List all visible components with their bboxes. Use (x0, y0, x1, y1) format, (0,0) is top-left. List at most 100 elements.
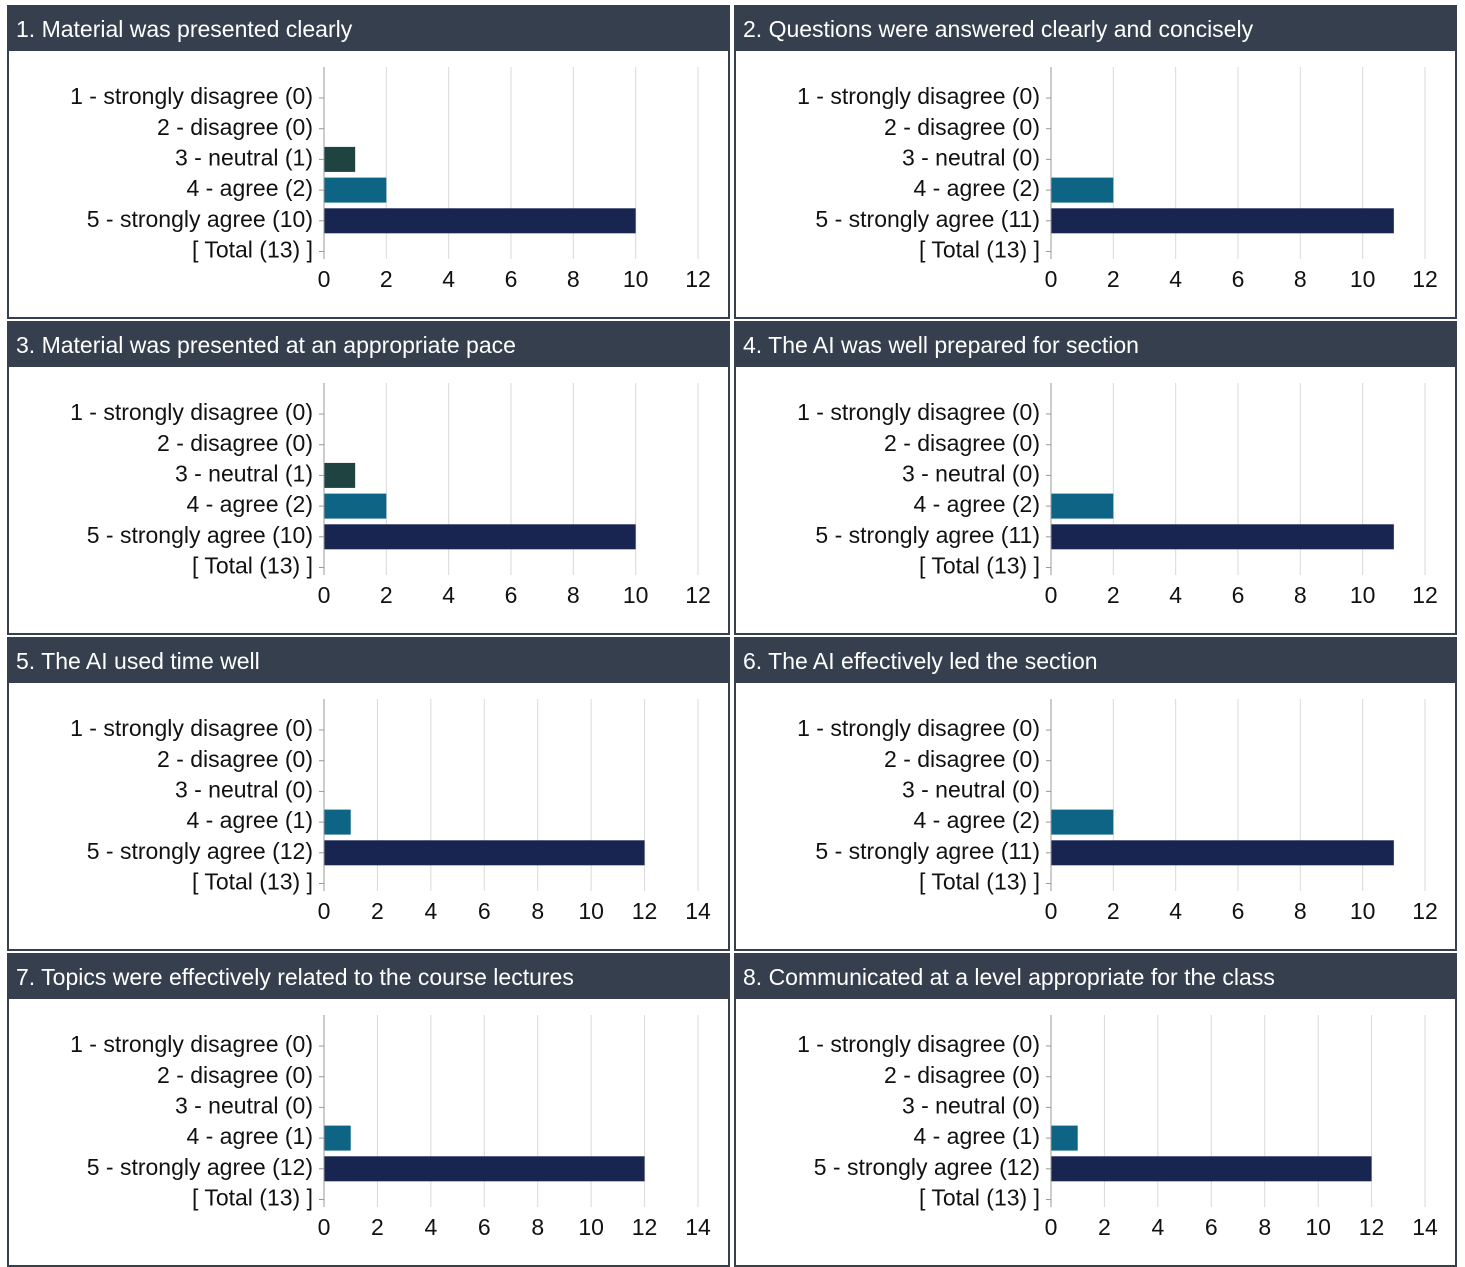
category-label: 3 - neutral (0) (902, 1092, 1040, 1118)
x-tick-label: 6 (1232, 266, 1245, 292)
x-tick-label: 8 (1294, 582, 1307, 608)
category-label: 1 - strongly disagree (0) (797, 83, 1040, 109)
category-label: 5 - strongly agree (11) (815, 522, 1040, 548)
chart-title: 4. The AI was well prepared for section (736, 323, 1455, 367)
x-tick-label: 4 (442, 266, 455, 292)
category-label: 3 - neutral (0) (175, 776, 313, 802)
category-label: 1 - strongly disagree (0) (797, 399, 1040, 425)
x-tick-label: 0 (1045, 266, 1058, 292)
x-tick-label: 12 (685, 266, 711, 292)
x-tick-label: 12 (1412, 266, 1438, 292)
x-tick-label: 8 (567, 266, 580, 292)
bar (324, 177, 387, 203)
category-label: 1 - strongly disagree (0) (70, 399, 313, 425)
bar-chart: 0 2 4 6 8 10 12 1 - strongly disagree (0) 2 - di… (797, 383, 1438, 608)
bar (1051, 1156, 1372, 1182)
x-tick-label: 4 (442, 582, 455, 608)
x-tick-label: 12 (1412, 582, 1438, 608)
category-label: [ Total (13) ] (919, 553, 1040, 579)
x-tick-label: 2 (371, 898, 384, 924)
bar (324, 493, 387, 519)
chart-title: 1. Material was presented clearly (9, 7, 728, 51)
category-label: [ Total (13) ] (919, 869, 1040, 895)
chart-panel: 2. Questions were answered clearly and c… (734, 5, 1457, 319)
x-tick-label: 8 (1258, 1214, 1271, 1240)
category-label: [ Total (13) ] (919, 237, 1040, 263)
x-tick-label: 0 (1045, 1214, 1058, 1240)
x-tick-label: 2 (371, 1214, 384, 1240)
x-tick-label: 8 (1294, 266, 1307, 292)
chart-panel: 1. Material was presented clearly 0 2 4 6 8 10… (7, 5, 730, 319)
x-tick-label: 4 (1169, 898, 1182, 924)
chart-panel: 4. The AI was well prepared for section 0… (734, 321, 1457, 635)
x-tick-label: 6 (1232, 898, 1245, 924)
x-tick-label: 0 (318, 582, 331, 608)
bar (324, 462, 356, 488)
x-tick-label: 12 (1412, 898, 1438, 924)
x-tick-label: 10 (578, 898, 604, 924)
bar (324, 840, 645, 866)
x-tick-label: 12 (632, 1214, 658, 1240)
category-label: 3 - neutral (1) (175, 460, 313, 486)
category-label: 5 - strongly agree (11) (815, 206, 1040, 232)
x-tick-label: 6 (478, 1214, 491, 1240)
x-tick-label: 6 (505, 582, 518, 608)
chart-panel: 7. Topics were effectively related to th… (7, 953, 730, 1267)
category-label: 2 - disagree (0) (884, 746, 1040, 772)
bar (1051, 524, 1394, 550)
category-label: 5 - strongly agree (11) (815, 838, 1040, 864)
bar (1051, 493, 1114, 519)
x-tick-label: 4 (1169, 582, 1182, 608)
category-label: 4 - agree (1) (186, 807, 313, 833)
chart-title: 2. Questions were answered clearly and c… (736, 7, 1455, 51)
x-tick-label: 6 (478, 898, 491, 924)
x-tick-label: 10 (1350, 898, 1376, 924)
category-label: 2 - disagree (0) (157, 430, 313, 456)
x-tick-label: 2 (1107, 898, 1120, 924)
x-tick-label: 2 (1098, 1214, 1111, 1240)
x-tick-label: 8 (1294, 898, 1307, 924)
category-label: 2 - disagree (0) (157, 114, 313, 140)
x-tick-label: 10 (1350, 582, 1376, 608)
x-tick-label: 10 (623, 266, 649, 292)
x-tick-label: 2 (380, 266, 393, 292)
x-tick-label: 4 (424, 898, 437, 924)
chart-panel: 5. The AI used time well 0 2 4 6 8 10 12 14 1 - s… (7, 637, 730, 951)
x-tick-label: 2 (1107, 266, 1120, 292)
category-label: 1 - strongly disagree (0) (70, 1031, 313, 1057)
category-label: 1 - strongly disagree (0) (70, 715, 313, 741)
category-label: 3 - neutral (0) (175, 1092, 313, 1118)
x-tick-label: 8 (531, 1214, 544, 1240)
bar (324, 1156, 645, 1182)
x-tick-label: 4 (1151, 1214, 1164, 1240)
category-label: 2 - disagree (0) (157, 1062, 313, 1088)
chart-title: 6. The AI effectively led the section (736, 639, 1455, 683)
x-tick-label: 10 (578, 1214, 604, 1240)
bar-chart: 0 2 4 6 8 10 12 1 - strongly disagree (0) 2 - di… (797, 699, 1438, 924)
bar-chart: 0 2 4 6 8 10 12 14 1 - strongly disagree (0) 2 - … (70, 1015, 711, 1240)
chart-panel: 3. Material was presented at an appropri… (7, 321, 730, 635)
category-label: 2 - disagree (0) (884, 1062, 1040, 1088)
bar (324, 809, 351, 835)
chart-title: 3. Material was presented at an appropri… (9, 323, 728, 367)
x-tick-label: 4 (1169, 266, 1182, 292)
category-label: 5 - strongly agree (10) (87, 522, 313, 548)
bar-chart: 0 2 4 6 8 10 12 14 1 - strongly disagree (0) 2 - … (797, 1015, 1438, 1240)
x-tick-label: 6 (1232, 582, 1245, 608)
category-label: 3 - neutral (0) (902, 460, 1040, 486)
bar (324, 146, 356, 172)
category-label: 5 - strongly agree (12) (87, 1154, 313, 1180)
x-tick-label: 14 (1412, 1214, 1438, 1240)
bar (324, 1125, 351, 1151)
category-label: 3 - neutral (1) (175, 144, 313, 170)
x-tick-label: 12 (685, 582, 711, 608)
category-label: 4 - agree (2) (186, 491, 313, 517)
category-label: 4 - agree (2) (186, 175, 313, 201)
category-label: [ Total (13) ] (192, 553, 313, 579)
x-tick-label: 12 (1359, 1214, 1385, 1240)
category-label: 5 - strongly agree (12) (814, 1154, 1040, 1180)
bar-chart: 0 2 4 6 8 10 12 1 - strongly disagree (0) 2 - di… (797, 67, 1438, 292)
bar-chart: 0 2 4 6 8 10 12 1 - strongly disagree (0) 2 - di… (70, 67, 711, 292)
x-tick-label: 2 (1107, 582, 1120, 608)
x-tick-label: 8 (567, 582, 580, 608)
